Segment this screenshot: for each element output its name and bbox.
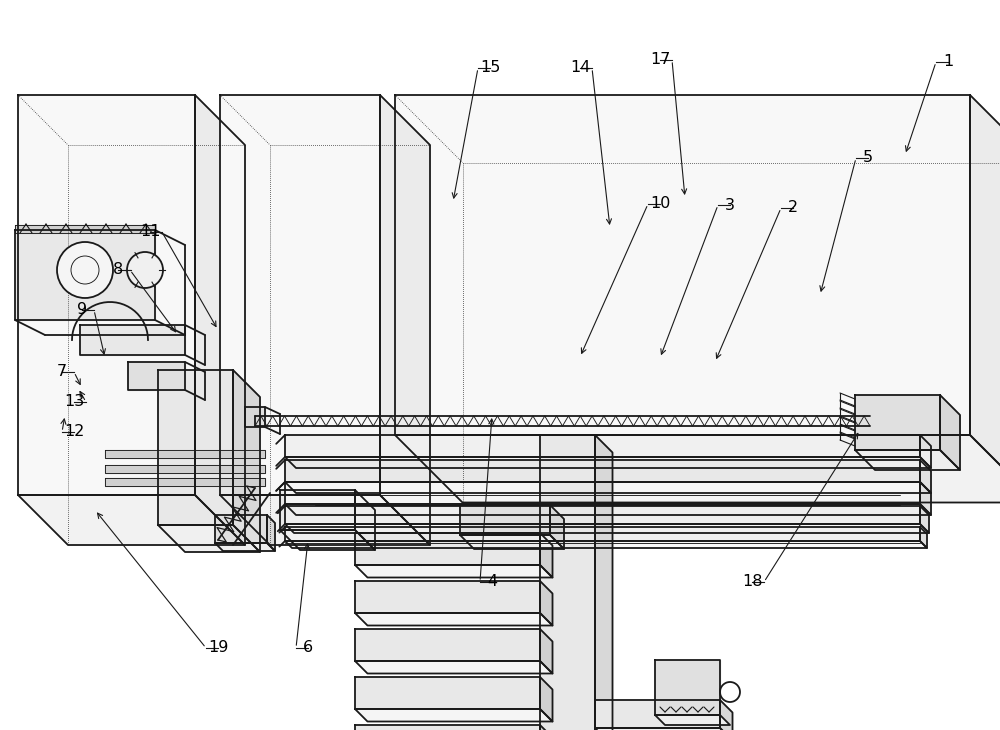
Polygon shape — [540, 533, 552, 577]
Text: 14: 14 — [570, 61, 590, 75]
Polygon shape — [595, 700, 720, 728]
Polygon shape — [105, 465, 265, 473]
Polygon shape — [655, 715, 730, 725]
Text: 10: 10 — [650, 196, 670, 212]
Polygon shape — [15, 230, 155, 320]
Text: 17: 17 — [650, 53, 670, 67]
Polygon shape — [920, 460, 931, 493]
Polygon shape — [355, 490, 375, 550]
Text: 15: 15 — [480, 61, 500, 75]
Polygon shape — [395, 435, 1000, 502]
Polygon shape — [285, 504, 931, 515]
Polygon shape — [595, 435, 612, 730]
Polygon shape — [595, 728, 732, 730]
Polygon shape — [285, 541, 927, 548]
Polygon shape — [355, 565, 552, 577]
Text: 5: 5 — [863, 150, 873, 166]
Text: 8: 8 — [113, 263, 123, 277]
Polygon shape — [540, 581, 552, 626]
Polygon shape — [158, 370, 233, 525]
Polygon shape — [285, 527, 920, 541]
Text: 12: 12 — [64, 425, 84, 439]
Polygon shape — [15, 225, 155, 233]
Polygon shape — [550, 505, 564, 549]
Polygon shape — [355, 725, 540, 730]
Polygon shape — [355, 661, 552, 674]
Text: 11: 11 — [140, 225, 160, 239]
Polygon shape — [920, 435, 931, 468]
Text: 2: 2 — [788, 201, 798, 215]
Polygon shape — [540, 677, 552, 721]
Polygon shape — [285, 460, 920, 482]
Polygon shape — [855, 450, 960, 470]
Polygon shape — [395, 95, 970, 435]
Polygon shape — [220, 95, 380, 495]
Polygon shape — [460, 535, 564, 549]
Polygon shape — [355, 709, 552, 721]
Polygon shape — [970, 95, 1000, 502]
Polygon shape — [855, 395, 940, 450]
Polygon shape — [285, 506, 920, 524]
Polygon shape — [920, 482, 931, 515]
Polygon shape — [18, 495, 245, 545]
Polygon shape — [285, 457, 931, 468]
Polygon shape — [720, 700, 732, 730]
Polygon shape — [233, 370, 260, 552]
Text: 7: 7 — [57, 364, 67, 380]
Polygon shape — [105, 478, 265, 486]
Polygon shape — [940, 395, 960, 470]
Polygon shape — [285, 482, 931, 493]
Polygon shape — [215, 515, 267, 543]
Text: 6: 6 — [303, 640, 313, 656]
Polygon shape — [245, 407, 265, 427]
Polygon shape — [355, 677, 540, 709]
Text: 18: 18 — [742, 575, 762, 590]
Circle shape — [127, 252, 163, 288]
Polygon shape — [215, 543, 275, 551]
Polygon shape — [80, 325, 185, 355]
Polygon shape — [655, 660, 720, 715]
Polygon shape — [105, 450, 265, 458]
Text: 13: 13 — [64, 394, 84, 410]
Polygon shape — [540, 435, 595, 730]
Polygon shape — [267, 515, 275, 551]
Polygon shape — [355, 581, 540, 613]
Polygon shape — [285, 524, 929, 533]
Polygon shape — [220, 495, 430, 545]
Text: 4: 4 — [487, 575, 497, 590]
Polygon shape — [285, 435, 920, 457]
Polygon shape — [195, 95, 245, 545]
Polygon shape — [158, 525, 260, 552]
Polygon shape — [540, 725, 552, 730]
Polygon shape — [280, 530, 375, 550]
Polygon shape — [18, 95, 195, 495]
Text: 1: 1 — [943, 55, 953, 69]
Polygon shape — [355, 629, 540, 661]
Polygon shape — [355, 613, 552, 626]
Polygon shape — [380, 95, 430, 545]
Polygon shape — [540, 629, 552, 674]
Text: 19: 19 — [208, 640, 228, 656]
Polygon shape — [460, 505, 550, 535]
Polygon shape — [355, 533, 540, 565]
Polygon shape — [285, 482, 920, 504]
Polygon shape — [920, 527, 927, 548]
Polygon shape — [280, 490, 355, 530]
Polygon shape — [128, 362, 185, 390]
Text: 9: 9 — [77, 302, 87, 318]
Polygon shape — [920, 506, 929, 533]
Text: 3: 3 — [725, 198, 735, 212]
Circle shape — [57, 242, 113, 298]
